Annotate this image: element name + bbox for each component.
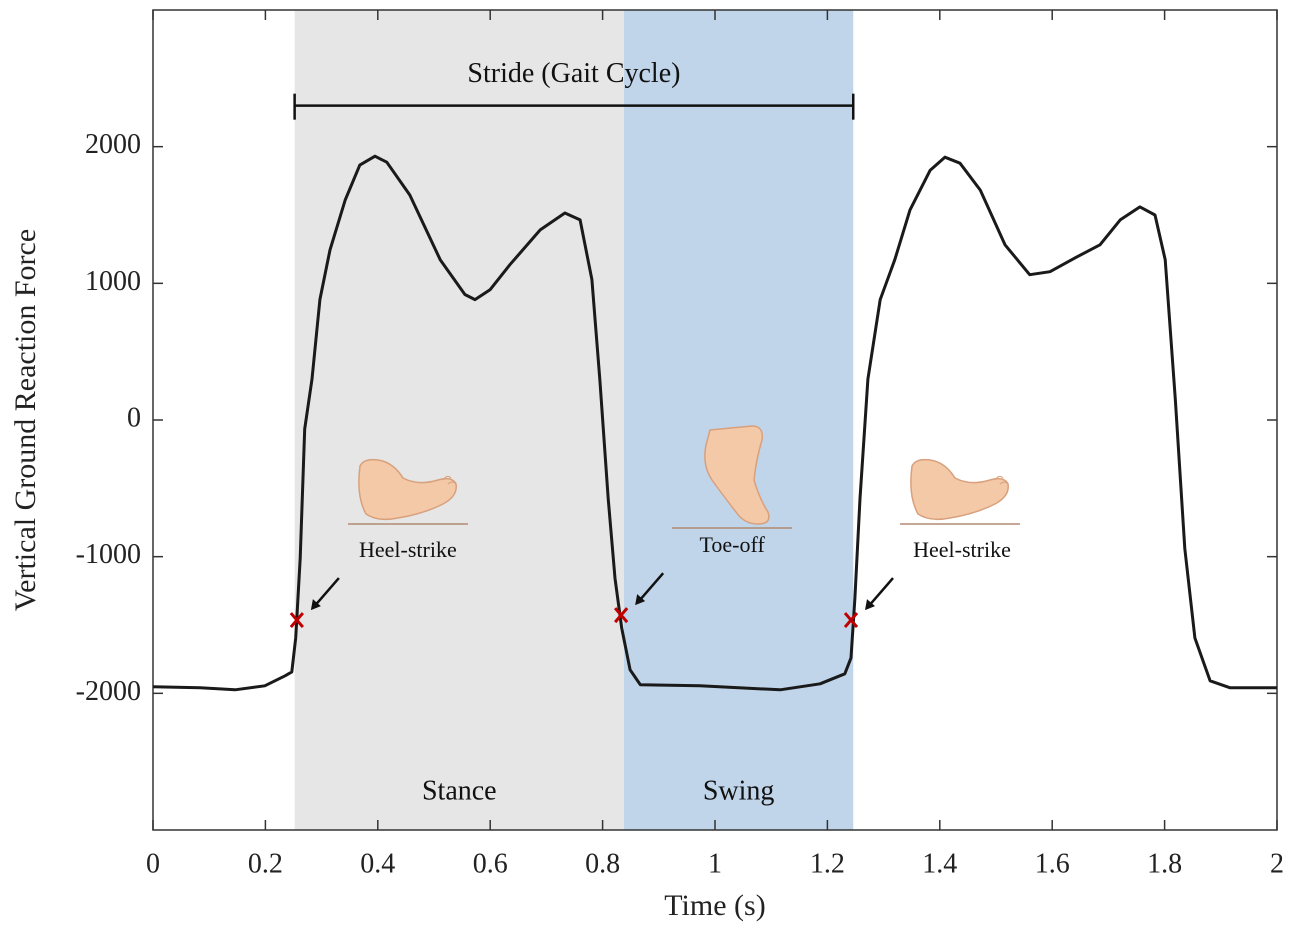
regions [294,10,854,830]
foot-icon [900,458,1020,525]
x-tick-label: 1 [708,848,722,879]
event-label: Heel-strike [913,537,1011,562]
phase-region [294,10,624,830]
x-tick-label: 1.8 [1147,848,1182,879]
event-marker [289,612,305,629]
x-tick-label: 2 [1270,848,1284,879]
x-tick-label: 0 [146,848,160,879]
event-arrowhead [310,599,321,611]
x-tick-label: 1.6 [1035,848,1070,879]
phase-label: Swing [703,775,775,806]
event-marker [843,612,859,629]
phase-label: Stance [422,775,497,806]
event-marker [614,607,629,624]
y-tick-label: 0 [127,402,141,433]
x-tick-label: 0.8 [585,848,620,879]
y-tick-label: -2000 [76,676,141,707]
x-tick-label: 0.6 [473,848,508,879]
event-label: Toe-off [700,532,766,557]
phase-region [623,10,854,830]
event-arrowhead [635,594,646,606]
event-arrowhead [865,599,876,611]
x-tick-label: 0.2 [248,848,283,879]
x-tick-label: 1.4 [922,848,957,879]
y-tick-label: 1000 [85,266,141,297]
x-tick-label: 0.4 [360,848,395,879]
x-tick-label: 1.2 [810,848,845,879]
y-axis-title: Vertical Ground Reaction Force [9,229,42,611]
y-tick-label: 2000 [85,129,141,160]
stride-label: Stride (Gait Cycle) [467,58,680,89]
y-tick-label: -1000 [76,539,141,570]
grf-line [152,154,1277,692]
event-label: Heel-strike [359,537,457,562]
x-axis-title: Time (s) [664,889,765,922]
